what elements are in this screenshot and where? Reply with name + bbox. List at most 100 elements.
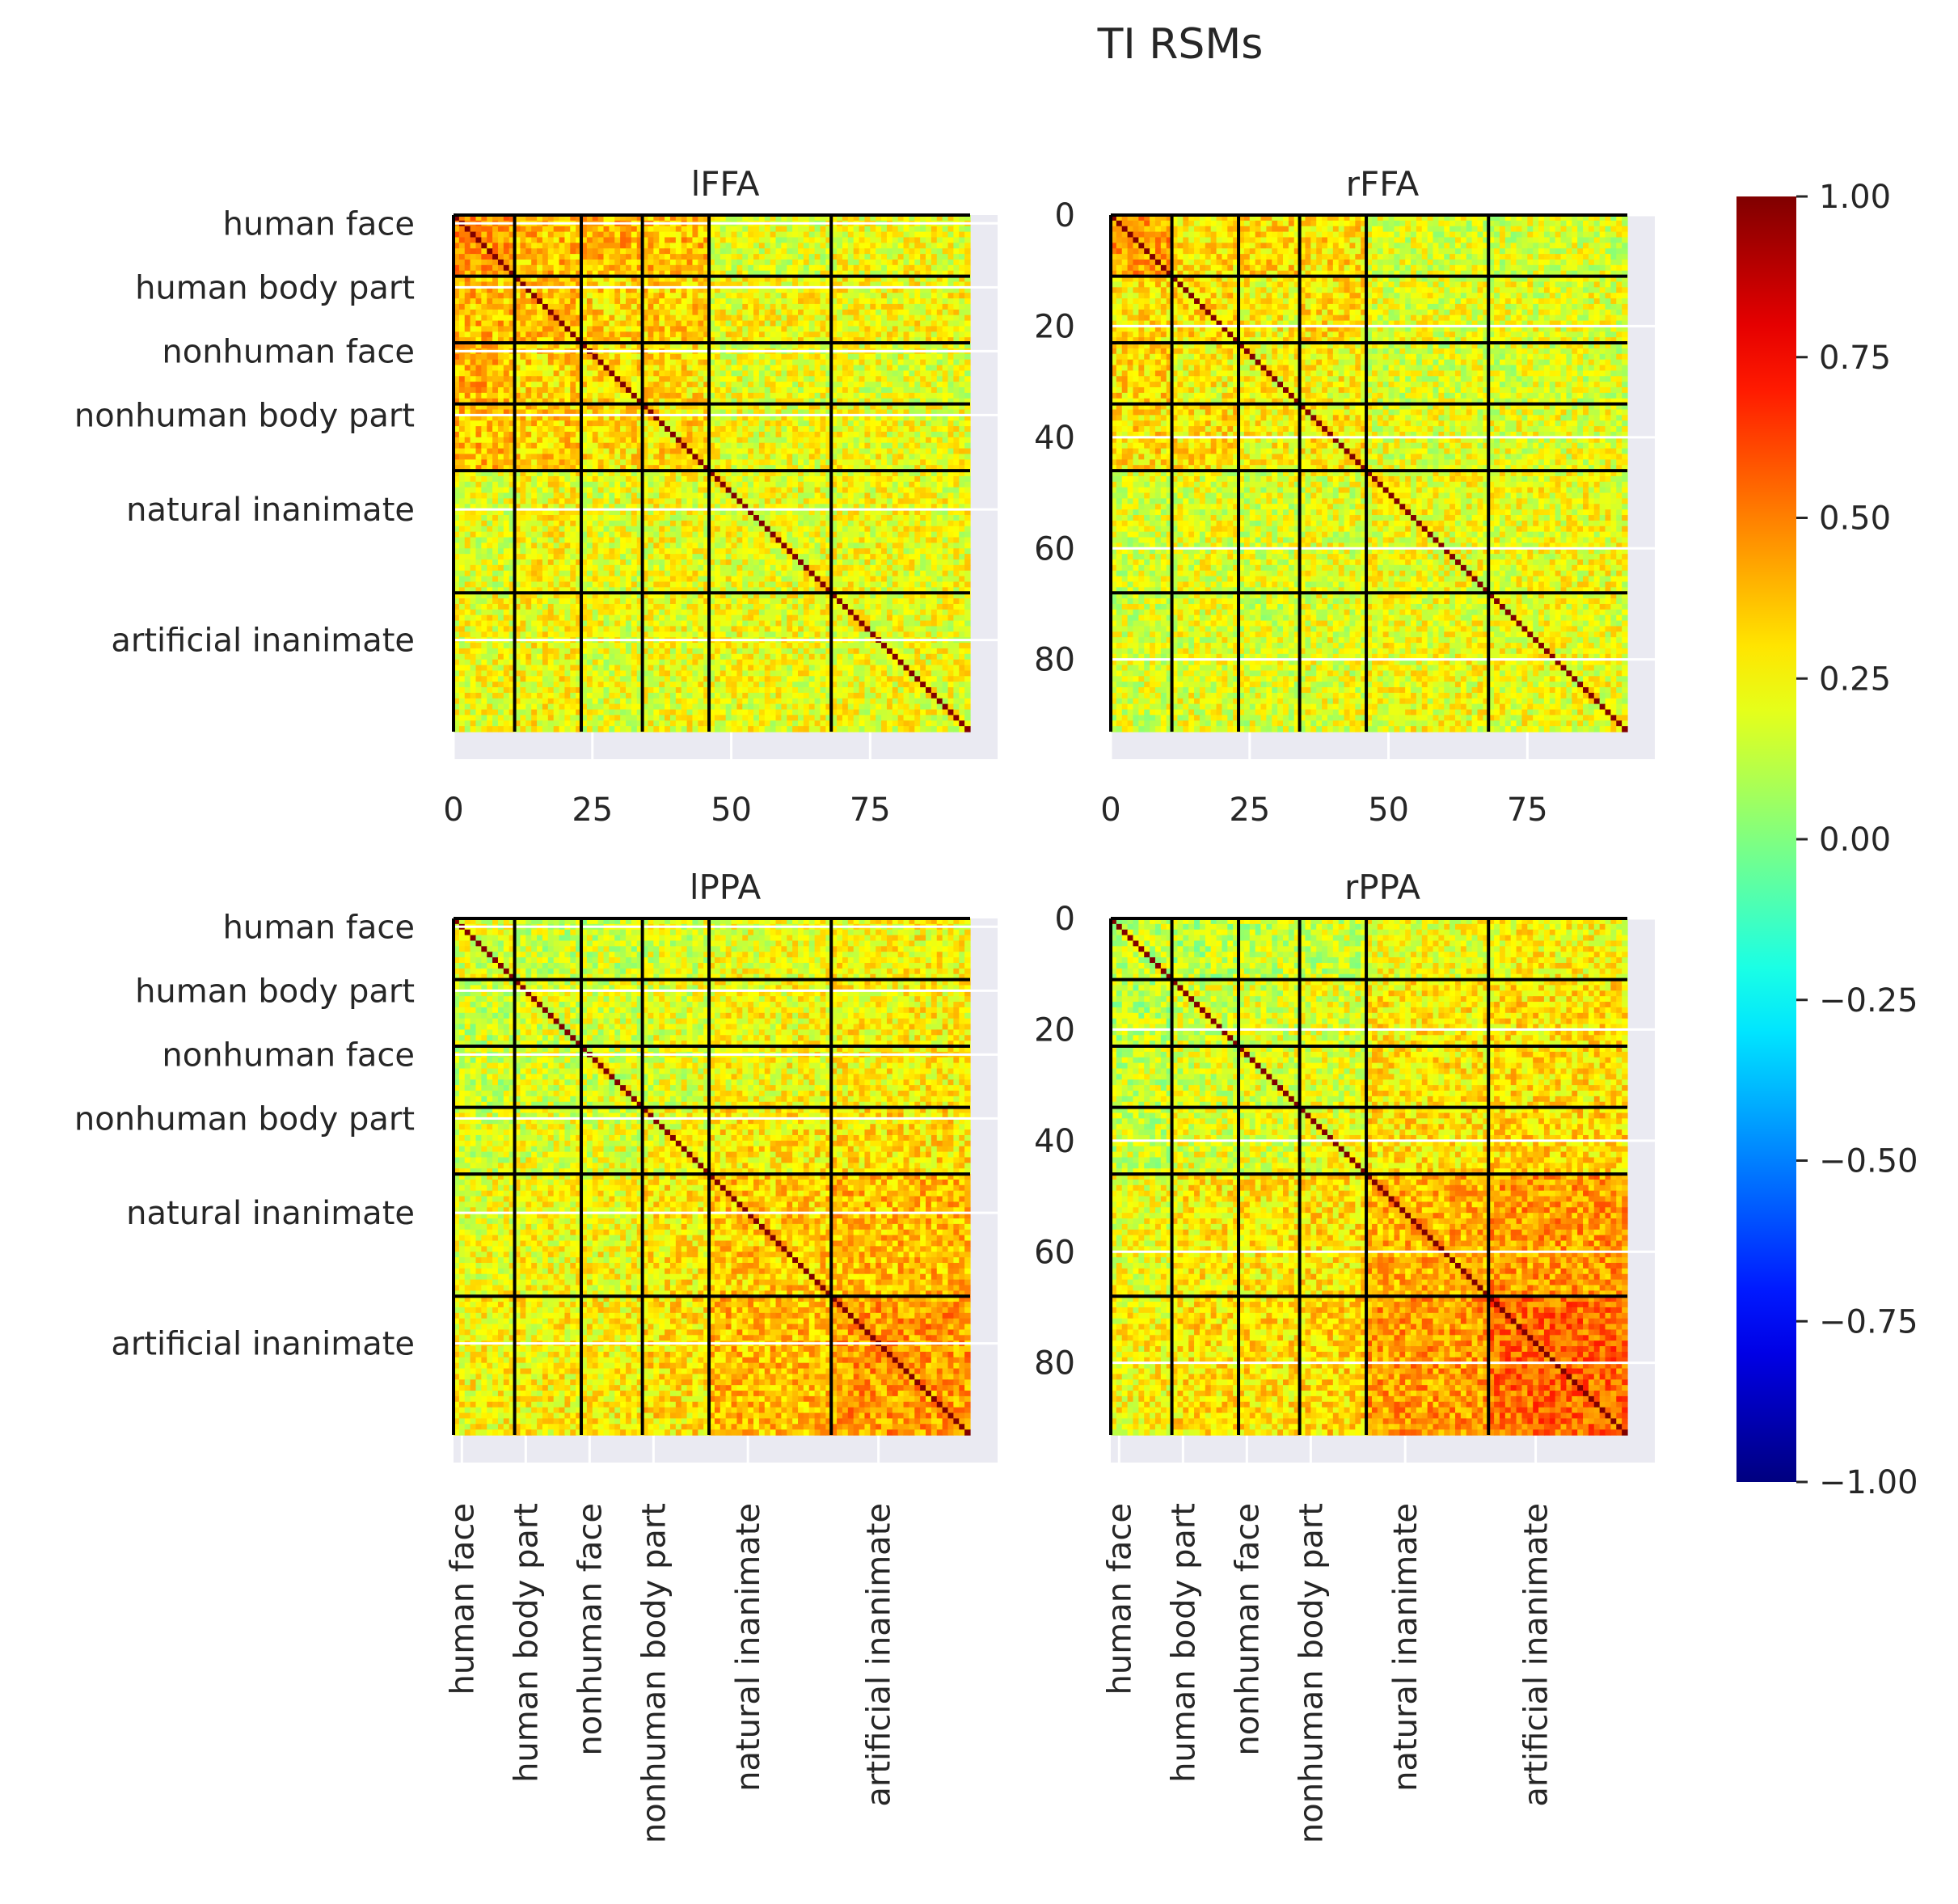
- heatmap-cell: [748, 365, 753, 371]
- heatmap-cell: [787, 393, 792, 399]
- heatmap-cell: [481, 393, 487, 399]
- heatmap-cell: [881, 243, 887, 248]
- heatmap-cell: [481, 265, 487, 271]
- heatmap-cell: [537, 393, 542, 399]
- heatmap-cell: [542, 321, 548, 327]
- heatmap-cell: [859, 315, 865, 321]
- heatmap-cell: [531, 298, 537, 304]
- heatmap-cell: [609, 365, 614, 371]
- heatmap-cell: [770, 360, 776, 365]
- heatmap-cell: [815, 354, 821, 360]
- heatmap-cell: [953, 370, 959, 376]
- heatmap-cell: [665, 226, 670, 232]
- heatmap-cell: [848, 237, 854, 243]
- heatmap-cell: [881, 376, 887, 382]
- heatmap-cell: [809, 248, 815, 254]
- heatmap-cell: [953, 321, 959, 327]
- heatmap-cell: [804, 304, 809, 310]
- heatmap-cell: [914, 387, 920, 393]
- heatmap-cell: [898, 232, 904, 238]
- heatmap-cell: [609, 326, 614, 331]
- heatmap-cell: [564, 331, 570, 337]
- heatmap-cell: [542, 237, 548, 243]
- heatmap-cell: [837, 376, 842, 382]
- heatmap-cell: [465, 315, 471, 321]
- heatmap-cell: [859, 232, 865, 238]
- heatmap-cell: [732, 304, 737, 310]
- heatmap-cell: [820, 310, 825, 315]
- heatmap-cell: [520, 237, 525, 243]
- heatmap-cell: [682, 376, 687, 382]
- heatmap-cell: [659, 293, 665, 298]
- heatmap-cell: [481, 298, 487, 304]
- heatmap-cell: [732, 354, 737, 360]
- heatmap-cell: [653, 354, 659, 360]
- heatmap-cell: [787, 248, 792, 254]
- heatmap-cell: [492, 248, 498, 254]
- heatmap-cell: [548, 232, 554, 238]
- heatmap-cell: [798, 310, 804, 315]
- heatmap-cell: [909, 243, 914, 248]
- heatmap-cell: [781, 370, 787, 376]
- heatmap-cell: [742, 315, 748, 321]
- heatmap-cell: [692, 360, 698, 365]
- heatmap-cell: [559, 382, 565, 387]
- heatmap-cell: [943, 370, 948, 376]
- heatmap-cell: [559, 293, 565, 298]
- heatmap-cell: [465, 370, 471, 376]
- heatmap-cell: [887, 382, 892, 387]
- heatmap-cell: [742, 393, 748, 399]
- heatmap-cell: [804, 254, 809, 260]
- heatmap-cell: [842, 310, 848, 315]
- heatmap-cell: [587, 315, 593, 321]
- heatmap-cell: [715, 293, 720, 298]
- heatmap-cell: [692, 243, 698, 248]
- heatmap-cell: [648, 382, 653, 387]
- heatmap-cell: [736, 248, 742, 254]
- heatmap-cell: [537, 310, 542, 315]
- heatmap-cell: [604, 365, 610, 371]
- heatmap-cell: [604, 260, 610, 265]
- heatmap-cell: [870, 298, 876, 304]
- heatmap-cell: [492, 293, 498, 298]
- heatmap-cell: [609, 260, 614, 265]
- heatmap-cell: [904, 354, 909, 360]
- heatmap-cell: [687, 304, 693, 310]
- heatmap-cell: [531, 226, 537, 232]
- heatmap-cell: [687, 387, 693, 393]
- heatmap-cell: [498, 310, 504, 315]
- heatmap-cell: [665, 293, 670, 298]
- heatmap-cell: [698, 265, 703, 271]
- heatmap-cell: [504, 370, 509, 376]
- heatmap-cell: [931, 298, 937, 304]
- heatmap-cell: [953, 393, 959, 399]
- heatmap-cell: [498, 248, 504, 254]
- heatmap-cell: [820, 254, 825, 260]
- heatmap-cell: [604, 254, 610, 260]
- heatmap-cell: [653, 298, 659, 304]
- heatmap-cell: [798, 265, 804, 271]
- heatmap-cell: [475, 293, 481, 298]
- heatmap-cell: [943, 293, 948, 298]
- heatmap-cell: [598, 243, 604, 248]
- heatmap-cell: [459, 331, 465, 337]
- heatmap-cell: [820, 315, 825, 321]
- heatmap-cell: [765, 248, 770, 254]
- heatmap-cell: [854, 226, 859, 232]
- heatmap-cell: [587, 254, 593, 260]
- heatmap-cell: [748, 237, 753, 243]
- heatmap-cell: [892, 226, 898, 232]
- heatmap-cell: [943, 254, 948, 260]
- heatmap-cell: [682, 370, 687, 376]
- heatmap-cell: [748, 260, 753, 265]
- heatmap-cell: [564, 265, 570, 271]
- heatmap-cell: [676, 393, 682, 399]
- heatmap-cell: [559, 354, 565, 360]
- heatmap-cell: [892, 232, 898, 238]
- heatmap-cell: [742, 226, 748, 232]
- heatmap-cell: [593, 365, 598, 371]
- heatmap-cell: [715, 298, 720, 304]
- heatmap-cell: [848, 293, 854, 298]
- heatmap-cell: [465, 226, 471, 232]
- heatmap-cell: [653, 370, 659, 376]
